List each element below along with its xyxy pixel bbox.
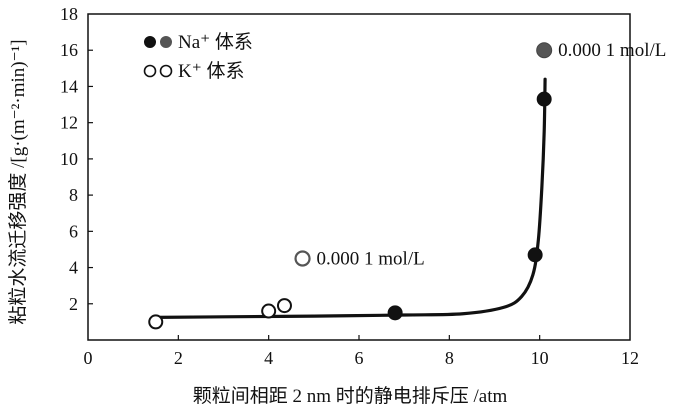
annotations-layer: 0.000 1 mol/L 0.000 1 mol/L [294,40,666,270]
x-tick-label: 0 [84,348,93,368]
legend-marker [144,36,156,48]
y-tick-label: 14 [60,76,78,96]
legend-label: K⁺ 体系 [178,60,245,82]
na-data-point [527,247,543,263]
legend-marker [160,36,172,48]
k-data-point [276,298,292,314]
x-tick-label: 6 [355,348,364,368]
fit-curve [154,77,547,319]
k-data-point [148,314,164,330]
x-tick-label: 8 [445,348,454,368]
na-data-point [536,91,552,107]
legend-label: Na⁺ 体系 [178,31,253,53]
k-data-point [261,303,277,319]
x-tick-label: 12 [621,348,639,368]
annotation-label: 0.000 1 mol/L [558,40,666,61]
y-tick-label: 18 [60,4,78,24]
x-axis-title: 颗粒间相距 2 nm 时的静电排斥压 /atm [193,385,508,407]
annotation-marker [294,250,311,267]
annotation-label: 0.000 1 mol/L [317,249,425,270]
axes: 0 2 4 6 8 10 12 2 4 6 8 10 12 14 16 18 [60,4,639,368]
na-data-point [387,305,403,321]
legend: Na⁺ 体系 K⁺ 体系 [143,31,253,82]
data-points-layer [148,91,552,330]
y-tick-label: 10 [60,149,78,169]
y-tick-label: 4 [69,258,78,278]
plot-frame [87,13,631,341]
x-tick-label: 4 [264,348,273,368]
legend-marker [159,64,173,78]
x-tick-label: 2 [174,348,183,368]
x-tick-label: 10 [531,348,549,368]
y-tick-label: 12 [60,113,78,133]
y-tick-label: 2 [69,294,78,314]
y-axis-title: 粘粒水流迁移强度 /[g·(m⁻²·min)⁻¹] [7,39,29,324]
fit-curve-layer [154,77,547,319]
y-tick-label: 16 [60,40,78,60]
annotation-marker [536,42,553,59]
y-tick-label: 6 [69,221,78,241]
legend-marker [143,64,157,78]
y-tick-label: 8 [69,185,78,205]
